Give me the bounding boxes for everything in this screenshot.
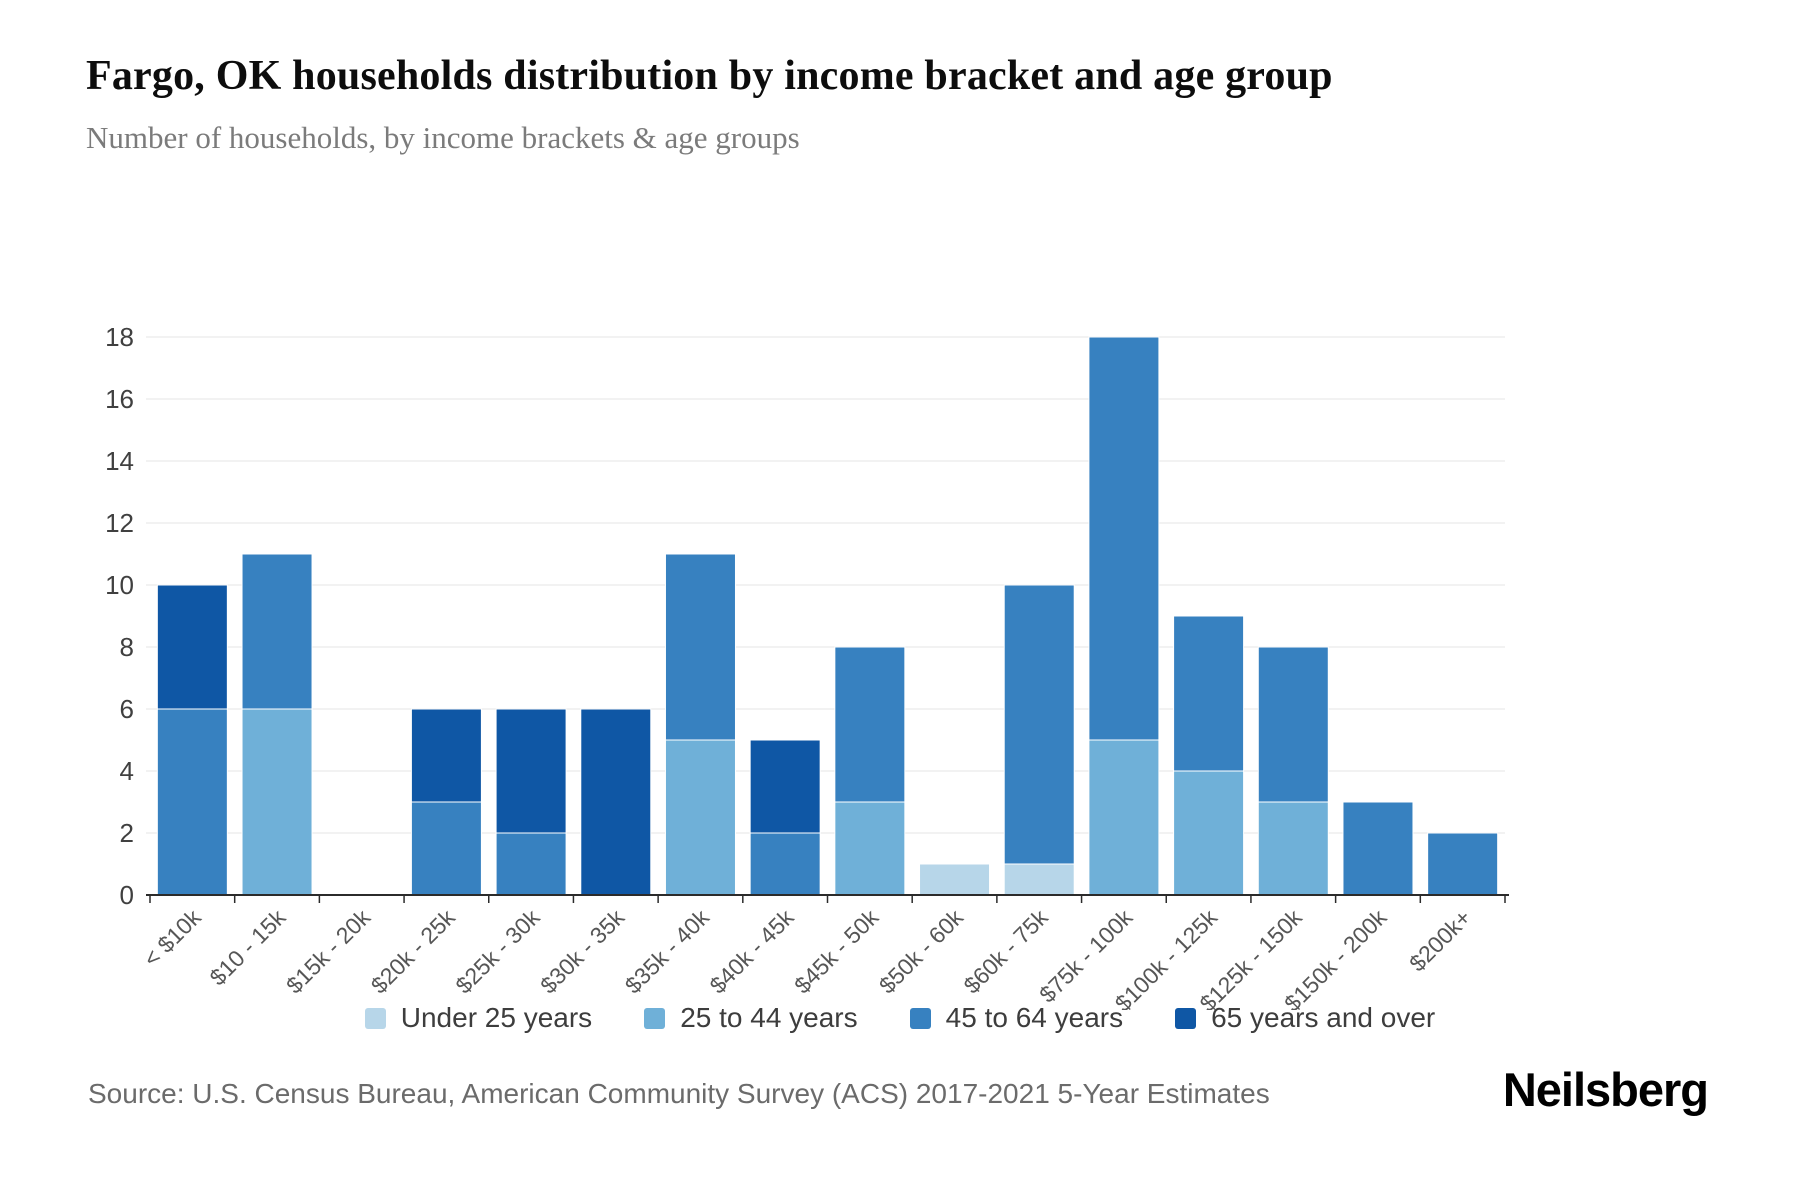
legend-item-25-to-44[interactable]: 25 to 44 years <box>644 1002 858 1034</box>
x-axis-label: $35k - 40k <box>620 904 715 999</box>
y-axis-label: 4 <box>120 756 134 786</box>
source-attribution: Source: U.S. Census Bureau, American Com… <box>88 1078 1270 1109</box>
legend-swatch-25-to-44 <box>644 1007 666 1029</box>
legend-swatch-45-to-64 <box>909 1007 931 1029</box>
bar-segment[interactable] <box>1088 336 1160 741</box>
legend-label: 45 to 64 years <box>945 1002 1124 1033</box>
y-axis-label: 8 <box>120 632 134 662</box>
y-axis-label: 6 <box>120 694 134 724</box>
bar-segment[interactable] <box>1003 584 1075 865</box>
x-axis-label: $15k - 20k <box>281 904 376 999</box>
x-axis-label: $10 - 15k <box>204 904 291 991</box>
x-axis-label: $30k - 35k <box>535 904 630 999</box>
x-axis-label: $200k+ <box>1404 904 1476 976</box>
stacked-bar-chart: 0 2 4 6 8 10 12 14 16 18 < $10k$10 - 15k$15k - 20k… <box>105 322 1509 1017</box>
bar-segment[interactable] <box>1342 801 1414 896</box>
legend-swatch-under-25 <box>364 1007 386 1029</box>
bar-segment[interactable] <box>664 739 736 896</box>
bar-segment[interactable] <box>156 708 228 896</box>
chart-subtitle: Number of households, by income brackets… <box>86 120 800 155</box>
legend-label: 65 years and over <box>1211 1002 1436 1033</box>
brand-logo: Neilsberg <box>1502 1063 1709 1116</box>
chart-area: 0 2 4 6 8 10 12 14 16 18 < $10k $10 - 15k $15k - 20k… <box>0 250 1600 1017</box>
x-axis-label: $45k - 50k <box>789 904 884 999</box>
bar-segment[interactable] <box>1173 615 1245 772</box>
x-axis-label: $50k - 60k <box>874 904 969 999</box>
bar-segment[interactable] <box>410 708 482 803</box>
bar-segment[interactable] <box>749 832 821 896</box>
bar-segment[interactable] <box>495 832 567 896</box>
bar-segment[interactable] <box>1257 801 1329 896</box>
bar-segment[interactable] <box>156 584 228 710</box>
y-axis-label: 2 <box>120 818 134 848</box>
bar-segment[interactable] <box>1003 863 1075 896</box>
y-axis-label: 10 <box>105 570 134 600</box>
bar-segment[interactable] <box>749 739 821 834</box>
bar-segment[interactable] <box>1257 646 1329 803</box>
legend-swatch-65-and-over <box>1175 1007 1197 1029</box>
bar-segment[interactable] <box>580 708 652 896</box>
y-axis-label: 18 <box>105 322 134 352</box>
bar-segment[interactable] <box>241 708 313 896</box>
bar-segment[interactable] <box>1427 832 1499 896</box>
chart-title: Fargo, OK households distribution by inc… <box>86 53 1333 99</box>
bar-segment[interactable] <box>919 863 991 896</box>
y-axis-label: 14 <box>105 446 134 476</box>
chart-legend: Under 25 years 25 to 44 years 45 to 64 y… <box>0 1002 1800 1034</box>
bar-segment[interactable] <box>1173 770 1245 896</box>
x-axis-label: $40k - 45k <box>704 904 799 999</box>
x-axis-label: $25k - 30k <box>450 904 545 999</box>
x-axis-label: $20k - 25k <box>366 904 461 999</box>
y-axis-label: 16 <box>105 384 134 414</box>
y-axis-label: 0 <box>120 880 134 910</box>
bar-segment[interactable] <box>410 801 482 896</box>
legend-label: Under 25 years <box>400 1002 593 1033</box>
y-axis-label: 12 <box>105 508 134 538</box>
legend-item-45-to-64[interactable]: 45 to 64 years <box>909 1002 1124 1034</box>
bar-segment[interactable] <box>495 708 567 834</box>
legend-item-65-and-over[interactable]: 65 years and over <box>1175 1002 1435 1034</box>
bar-segment[interactable] <box>1088 739 1160 896</box>
bar-segment[interactable] <box>664 553 736 741</box>
bar-segment[interactable] <box>834 646 906 803</box>
legend-item-under-25[interactable]: Under 25 years <box>364 1002 593 1034</box>
bar-segment[interactable] <box>834 801 906 896</box>
x-axis-label: < $10k <box>138 904 206 972</box>
legend-label: 25 to 44 years <box>680 1002 858 1033</box>
bar-segment[interactable] <box>241 553 313 710</box>
